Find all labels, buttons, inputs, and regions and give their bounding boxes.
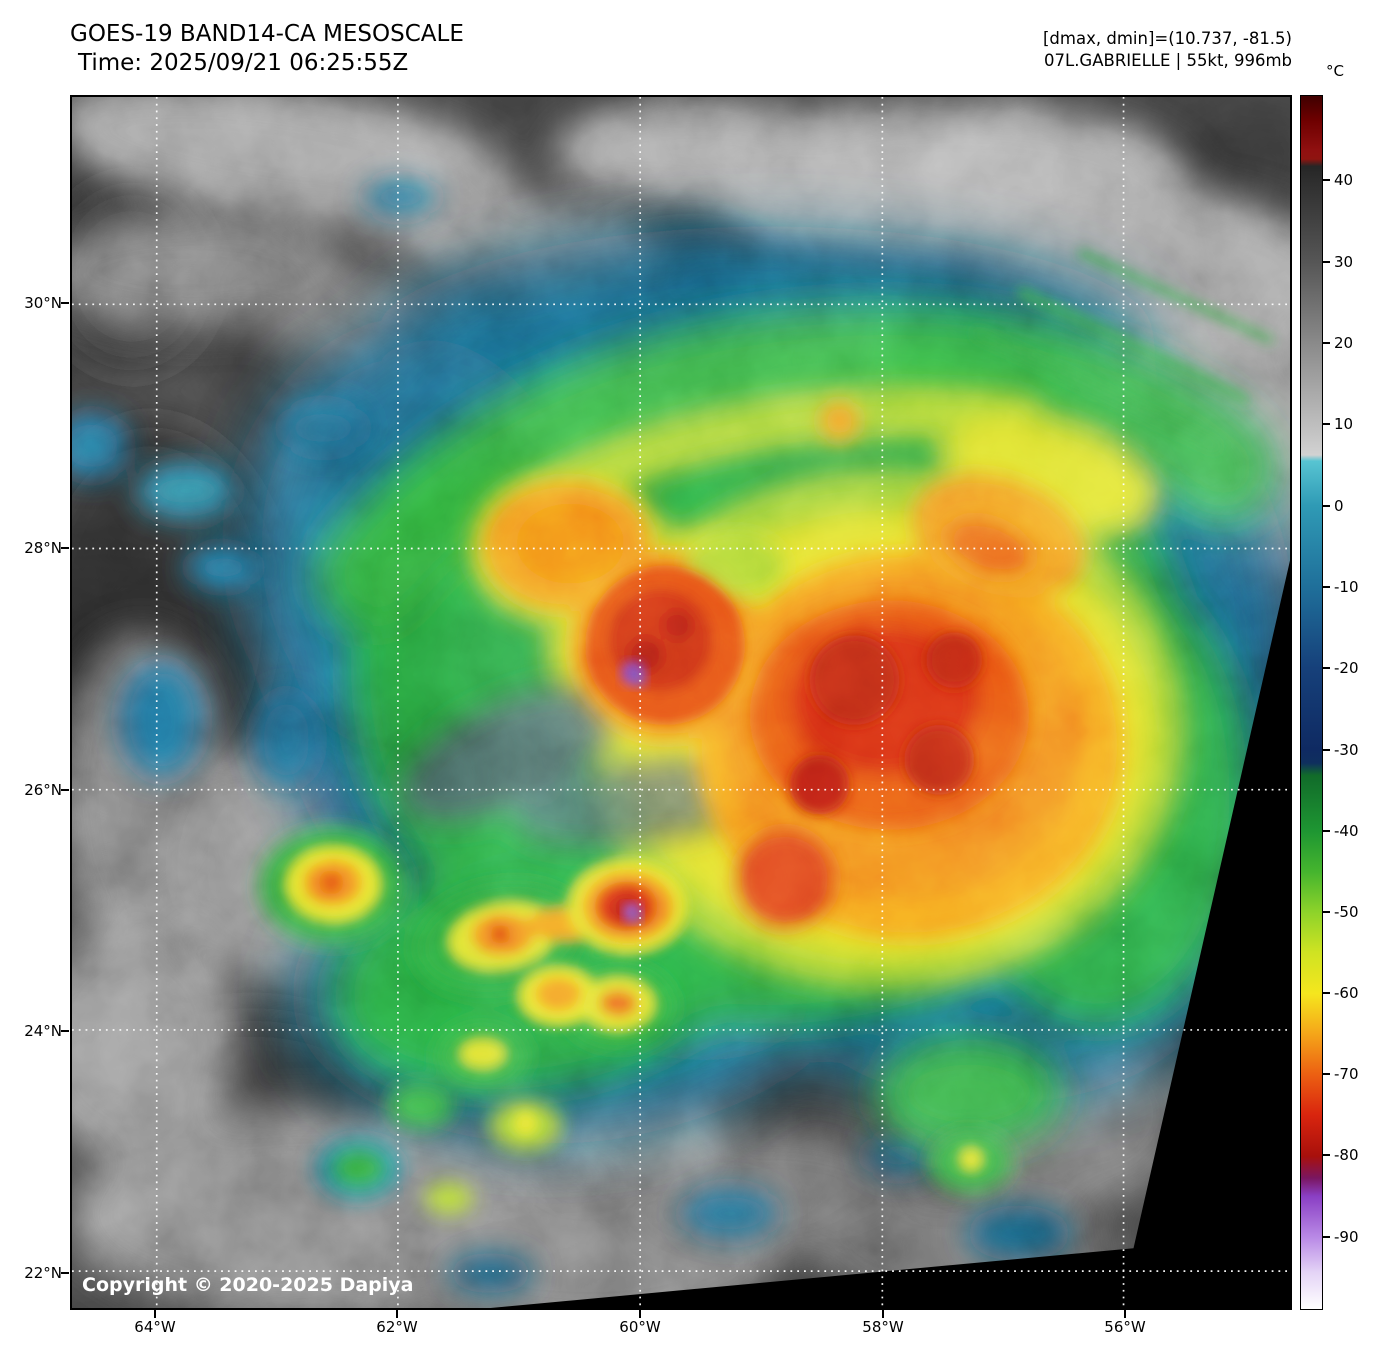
colorbar-tick-mark xyxy=(1323,667,1330,669)
no-data-region xyxy=(490,560,1290,1308)
colorbar-tick-mark xyxy=(1323,505,1330,507)
header-left: GOES-19 BAND14-CA MESOSCALE Time: 2025/0… xyxy=(70,20,464,78)
timestamp: Time: 2025/09/21 06:25:55Z xyxy=(78,50,409,76)
lat-tick-mark xyxy=(61,1030,69,1032)
colorbar-tick-mark xyxy=(1323,586,1330,588)
lon-tick-label-56w: 56°W xyxy=(1104,1318,1146,1336)
lat-tick-mark xyxy=(61,302,69,304)
lon-tick-label-58w: 58°W xyxy=(862,1318,904,1336)
colorbar-tick-label: 20 xyxy=(1334,334,1354,352)
colorbar-tick-mark xyxy=(1323,1154,1330,1156)
colorbar-tick-mark xyxy=(1323,179,1330,181)
lon-tick-label-64w: 64°W xyxy=(134,1318,176,1336)
colorbar-tick-label: -80 xyxy=(1334,1146,1359,1164)
colorbar-tick-mark xyxy=(1323,342,1330,344)
lon-tick-mark xyxy=(882,1310,884,1318)
colorbar-tick-mark xyxy=(1323,992,1330,994)
colorbar-tick-mark xyxy=(1323,261,1330,263)
colorbar-tick-mark xyxy=(1323,911,1330,913)
lat-tick-label-22n: 22°N xyxy=(24,1264,62,1282)
colorbar-tick-label: -70 xyxy=(1334,1065,1359,1083)
colorbar-tick-label: 40 xyxy=(1334,171,1354,189)
colorbar-tick-label: -40 xyxy=(1334,822,1359,840)
lon-tick-mark xyxy=(154,1310,156,1318)
lat-tick-mark xyxy=(61,789,69,791)
colorbar-tick-label: -20 xyxy=(1334,659,1359,677)
lon-tick-mark xyxy=(1124,1310,1126,1318)
lon-tick-mark xyxy=(639,1310,641,1318)
grain-texture xyxy=(72,97,1290,1308)
colorbar-tick-label: -60 xyxy=(1334,984,1359,1002)
lon-tick-label-60w: 60°W xyxy=(619,1318,661,1336)
satellite-map: Copyright © 2020-2025 Dapiya xyxy=(70,95,1292,1310)
colorbar-tick-mark xyxy=(1323,1073,1330,1075)
colorbar-tick-label: -30 xyxy=(1334,741,1359,759)
colorbar-tick-label: 0 xyxy=(1334,497,1344,515)
colorbar-tick-mark xyxy=(1323,1236,1330,1238)
lat-tick-mark xyxy=(61,1272,69,1274)
colorbar-tick-mark xyxy=(1323,423,1330,425)
colorbar-gradient xyxy=(1301,96,1322,1309)
colorbar xyxy=(1300,95,1323,1310)
colorbar-tick-label: 10 xyxy=(1334,415,1354,433)
colorbar-tick-mark xyxy=(1323,749,1330,751)
colorbar-tick-mark xyxy=(1323,830,1330,832)
colorbar-tick-label: 30 xyxy=(1334,253,1354,271)
satellite-image xyxy=(72,97,1290,1308)
lat-tick-label-28n: 28°N xyxy=(24,539,62,557)
lat-tick-label-30n: 30°N xyxy=(24,294,62,312)
dmax-dmin-readout: [dmax, dmin]=(10.737, -81.5) xyxy=(1043,29,1292,48)
colorbar-unit-label: °C xyxy=(1326,62,1344,80)
lat-tick-label-26n: 26°N xyxy=(24,781,62,799)
colorbar-tick-label: -50 xyxy=(1334,903,1359,921)
storm-info: 07L.GABRIELLE | 55kt, 996mb xyxy=(1044,51,1292,70)
header-right: [dmax, dmin]=(10.737, -81.5) 07L.GABRIEL… xyxy=(1043,28,1292,72)
colorbar-tick-label: -90 xyxy=(1334,1228,1359,1246)
copyright-watermark: Copyright © 2020-2025 Dapiya xyxy=(82,1274,414,1296)
lon-tick-label-62w: 62°W xyxy=(376,1318,418,1336)
lat-tick-mark xyxy=(61,547,69,549)
lat-tick-label-24n: 24°N xyxy=(24,1022,62,1040)
colorbar-tick-label: -10 xyxy=(1334,578,1359,596)
lon-tick-mark xyxy=(396,1310,398,1318)
page-title: GOES-19 BAND14-CA MESOSCALE xyxy=(70,21,464,47)
